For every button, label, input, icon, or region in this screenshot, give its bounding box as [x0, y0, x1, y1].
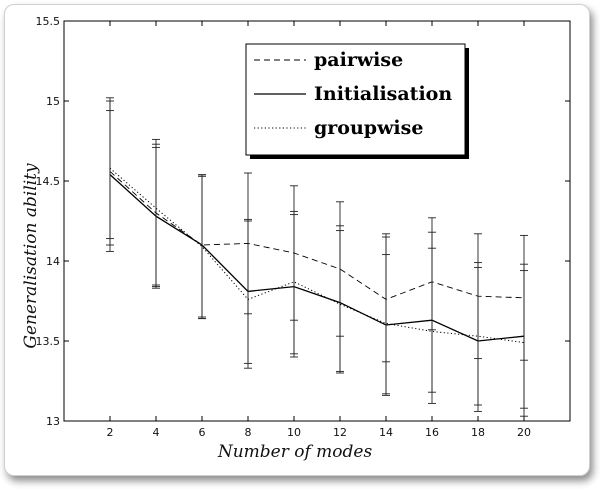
x-tick-label: 6 [199, 426, 206, 439]
x-tick-label: 8 [245, 426, 252, 439]
y-tick-label: 13 [46, 415, 60, 428]
x-tick-label: 20 [517, 426, 531, 439]
series-groupwise [106, 110, 528, 417]
x-tick-label: 2 [107, 426, 114, 439]
x-tick-label: 16 [425, 426, 439, 439]
x-tick-label: 4 [153, 426, 160, 439]
y-tick-label: 14 [46, 255, 60, 268]
x-tick-label: 12 [333, 426, 347, 439]
x-tick-label: 18 [471, 426, 485, 439]
series-line-pairwise [109, 171, 525, 300]
y-tick-label: 13.5 [36, 335, 61, 348]
y-axis-title: Generalisation ability [21, 163, 41, 349]
legend-label-groupwise: groupwise [314, 117, 423, 139]
x-tick-label: 14 [379, 426, 393, 439]
x-tick-label: 10 [287, 426, 301, 439]
y-tick-label: 15.5 [36, 15, 61, 28]
legend-box [245, 43, 466, 156]
legend-label-pairwise: pairwise [314, 49, 403, 71]
series-line-initialisation [109, 174, 525, 342]
y-tick-label: 15 [46, 95, 60, 108]
legend-label-initialisation: Initialisation [314, 83, 452, 105]
y-tick-label: 14.5 [36, 175, 61, 188]
series-line-groupwise [109, 167, 525, 344]
x-axis-title: Number of modes [217, 442, 373, 462]
